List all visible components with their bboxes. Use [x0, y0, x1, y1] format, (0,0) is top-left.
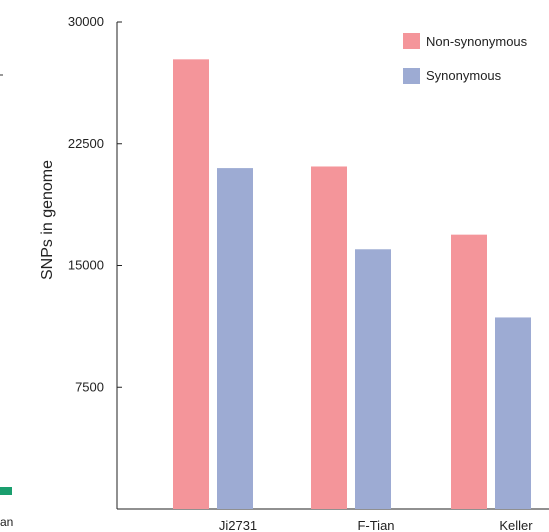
- legend-swatch-non-synonymous: [403, 33, 420, 49]
- y-tick-label: 22500: [68, 136, 104, 151]
- x-tick-label: Keller: [499, 518, 533, 532]
- legend-swatch-synonymous: [403, 68, 420, 84]
- y-tick-label: 15000: [68, 258, 104, 273]
- bar-synonymous-f-tian: [355, 249, 391, 509]
- y-axis-title: SNPs in genome: [39, 160, 56, 280]
- y-tick-label: 30000: [68, 14, 104, 29]
- bar-non-synonymous-keller: [451, 234, 487, 509]
- legend: Non-synonymous Synonymous: [403, 33, 528, 84]
- bar-synonymous-ji2731: [217, 168, 253, 509]
- legend-label-non-synonymous: Non-synonymous: [426, 34, 528, 49]
- x-ticks: Ji2731 F-Tian Keller: [219, 518, 533, 532]
- edge-color-mark: [0, 487, 12, 495]
- bar-non-synonymous-f-tian: [311, 166, 347, 509]
- legend-label-synonymous: Synonymous: [426, 68, 502, 83]
- y-ticks: 7500 15000 22500 30000: [68, 14, 122, 394]
- x-tick-label: Ji2731: [219, 518, 257, 532]
- bar-non-synonymous-ji2731: [173, 59, 209, 509]
- x-tick-label: F-Tian: [357, 518, 394, 532]
- bar-synonymous-keller: [495, 317, 531, 509]
- bars: [173, 59, 531, 509]
- edge-text: an: [0, 515, 13, 529]
- y-tick-label: 7500: [75, 379, 104, 394]
